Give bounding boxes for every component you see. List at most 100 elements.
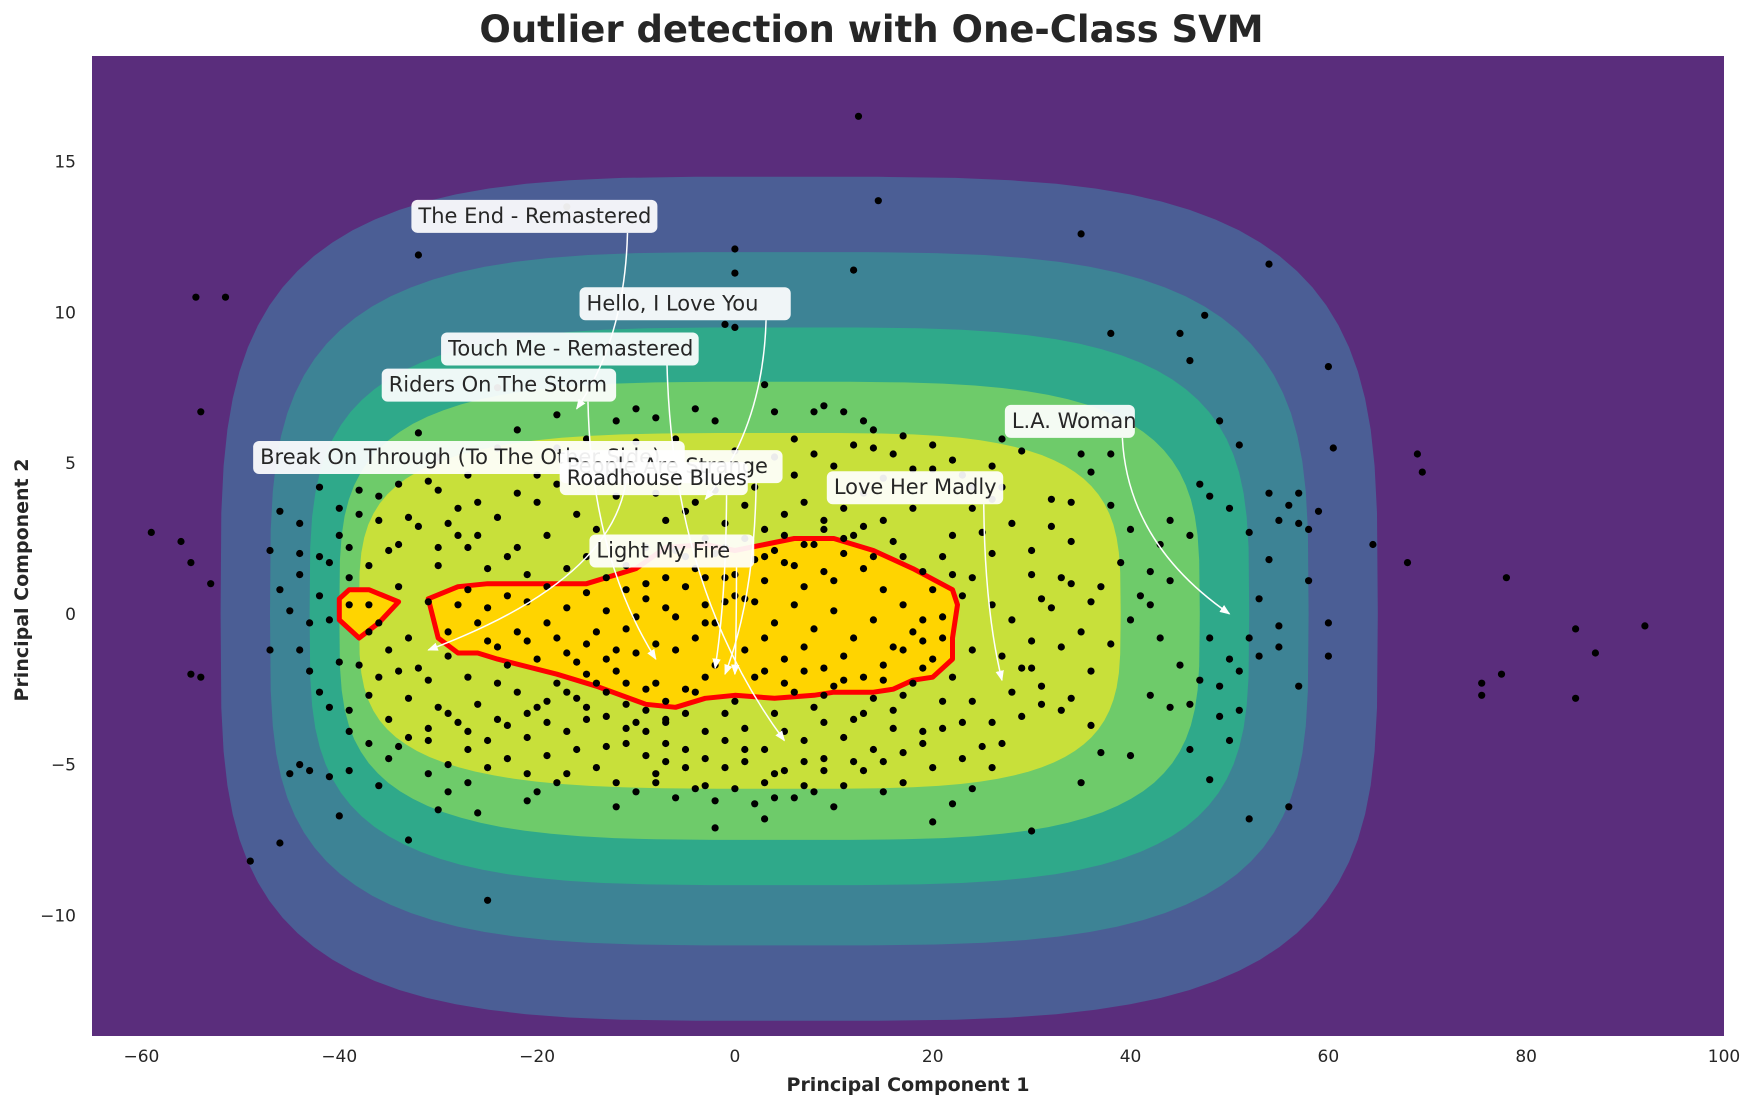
data-point bbox=[345, 706, 353, 714]
data-point bbox=[1166, 516, 1174, 525]
data-point bbox=[1225, 655, 1234, 663]
data-point bbox=[1641, 622, 1649, 630]
data-point bbox=[741, 745, 749, 754]
data-point bbox=[761, 745, 769, 754]
data-point bbox=[454, 531, 462, 540]
data-point bbox=[266, 646, 274, 654]
data-point bbox=[1314, 507, 1323, 515]
data-point bbox=[800, 498, 808, 506]
data-point bbox=[859, 673, 868, 681]
data-point bbox=[177, 537, 185, 546]
data-point bbox=[1305, 525, 1313, 534]
data-point bbox=[988, 601, 996, 609]
data-point bbox=[1057, 574, 1065, 582]
data-point bbox=[602, 607, 610, 615]
data-point bbox=[998, 435, 1006, 443]
data-point bbox=[731, 592, 739, 600]
data-point bbox=[968, 785, 976, 793]
data-point bbox=[414, 522, 422, 531]
data-point bbox=[731, 697, 739, 705]
data-point bbox=[929, 465, 937, 473]
data-point bbox=[1329, 444, 1337, 452]
y-axis-ticks: −10 −5 0 5 10 15 bbox=[40, 153, 76, 927]
data-point bbox=[375, 492, 383, 500]
data-point bbox=[612, 646, 620, 654]
data-point bbox=[701, 673, 709, 681]
data-point bbox=[573, 510, 581, 518]
data-point bbox=[1369, 540, 1377, 549]
data-point bbox=[721, 574, 729, 582]
data-point bbox=[731, 571, 739, 579]
annotation: The End - Remastered bbox=[411, 199, 658, 410]
data-point bbox=[474, 700, 482, 708]
data-point bbox=[810, 625, 818, 633]
data-point bbox=[1502, 574, 1510, 582]
data-point bbox=[444, 761, 452, 769]
data-point bbox=[830, 682, 838, 690]
data-point bbox=[681, 764, 690, 772]
data-point bbox=[731, 323, 739, 331]
data-point bbox=[998, 739, 1006, 748]
data-point bbox=[622, 724, 630, 733]
data-point bbox=[1008, 688, 1016, 696]
data-point bbox=[582, 589, 591, 597]
data-point bbox=[444, 709, 452, 718]
data-point bbox=[780, 679, 789, 687]
data-point bbox=[543, 718, 551, 727]
data-point bbox=[988, 462, 996, 470]
data-point bbox=[1305, 577, 1313, 585]
data-point bbox=[1216, 682, 1224, 690]
data-point bbox=[889, 450, 897, 458]
data-point bbox=[810, 540, 818, 549]
data-point bbox=[1018, 664, 1026, 672]
data-point bbox=[365, 691, 373, 699]
data-point bbox=[869, 426, 878, 434]
data-point bbox=[424, 736, 432, 745]
data-point bbox=[484, 604, 492, 612]
data-point bbox=[1047, 495, 1055, 503]
data-point bbox=[1156, 540, 1164, 549]
data-point bbox=[790, 471, 798, 479]
data-point bbox=[493, 643, 502, 651]
data-point bbox=[1107, 329, 1115, 337]
data-point bbox=[296, 571, 304, 579]
data-point bbox=[850, 266, 858, 274]
data-point bbox=[919, 568, 927, 576]
data-point bbox=[444, 652, 452, 660]
data-point bbox=[543, 531, 551, 540]
data-point bbox=[563, 770, 571, 778]
data-point bbox=[1126, 752, 1135, 760]
annotation: Hello, I Love You bbox=[579, 287, 791, 501]
data-point bbox=[187, 559, 195, 567]
data-point bbox=[276, 839, 284, 847]
data-point bbox=[939, 634, 947, 642]
data-point bbox=[335, 531, 343, 540]
data-point bbox=[919, 664, 927, 672]
data-point bbox=[770, 546, 779, 555]
data-point bbox=[335, 658, 343, 666]
data-point bbox=[939, 553, 947, 561]
data-point bbox=[810, 408, 818, 416]
data-point bbox=[523, 571, 531, 579]
annotation: Riders On The Storm bbox=[381, 368, 657, 660]
boundary-small-fill bbox=[339, 589, 399, 638]
data-point bbox=[968, 697, 976, 705]
data-point bbox=[830, 577, 838, 585]
data-point bbox=[1235, 706, 1243, 714]
data-point bbox=[1265, 489, 1273, 497]
data-point bbox=[1216, 712, 1224, 721]
data-point bbox=[889, 643, 897, 651]
annotation-box bbox=[559, 462, 748, 496]
data-point bbox=[1028, 546, 1036, 555]
data-point bbox=[434, 806, 442, 814]
data-point bbox=[582, 670, 591, 678]
data-point bbox=[1028, 827, 1036, 835]
data-point bbox=[1225, 504, 1234, 512]
data-point bbox=[434, 543, 442, 552]
data-point bbox=[800, 667, 808, 675]
data-point bbox=[859, 522, 868, 531]
data-point bbox=[899, 553, 907, 561]
data-point bbox=[1275, 622, 1283, 630]
data-point bbox=[850, 758, 858, 766]
data-point bbox=[850, 634, 858, 642]
